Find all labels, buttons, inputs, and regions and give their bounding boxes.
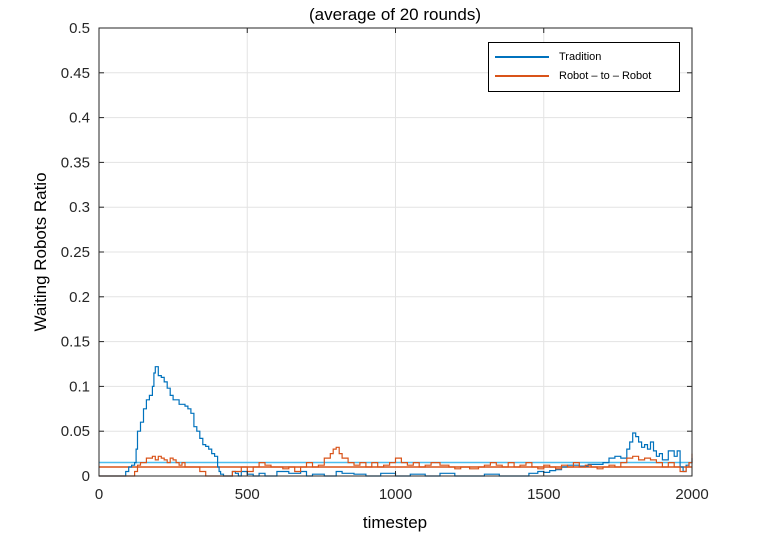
y-axis-label: Waiting Robots Ratio bbox=[31, 172, 50, 331]
legend-label-robot-to-robot: Robot – to – Robot bbox=[559, 70, 652, 82]
x-tick-label: 0 bbox=[95, 486, 103, 503]
y-tick-label: 0.2 bbox=[69, 289, 90, 306]
y-tick-label: 0.1 bbox=[69, 378, 90, 395]
y-tick-label: 0 bbox=[82, 468, 90, 485]
y-tick-label: 0.5 bbox=[69, 20, 90, 37]
y-tick-label: 0.45 bbox=[61, 65, 90, 82]
x-tick-label: 1500 bbox=[527, 486, 560, 503]
y-tick-label: 0.15 bbox=[61, 334, 90, 351]
chart-title: (average of 20 rounds) bbox=[309, 5, 481, 24]
legend-line-robot-to-robot bbox=[495, 75, 549, 77]
legend-label-tradition: Tradition bbox=[559, 51, 602, 63]
y-tick-label: 0.35 bbox=[61, 154, 90, 171]
x-tick-label: 2000 bbox=[675, 486, 708, 503]
axis-ticks: 0 0.05 0.1 0.15 0.2 0.25 0.3 0.35 0.4 0.45 0.5 0 500… bbox=[61, 20, 709, 503]
series-line-robot-to-robot bbox=[99, 446, 693, 477]
x-tick-label: 1000 bbox=[379, 486, 412, 503]
y-tick-label: 0.4 bbox=[69, 110, 90, 127]
legend: Tradition Robot – to – Robot bbox=[488, 42, 680, 92]
y-tick-label: 0.05 bbox=[61, 423, 90, 440]
legend-item-robot-to-robot: Robot – to – Robot bbox=[495, 68, 651, 84]
x-tick-label: 500 bbox=[235, 486, 260, 503]
x-axis-label: timestep bbox=[363, 513, 427, 532]
y-tick-label: 0.3 bbox=[69, 199, 90, 216]
y-tick-label: 0.25 bbox=[61, 244, 90, 261]
legend-line-tradition bbox=[495, 56, 549, 58]
legend-item-tradition: Tradition bbox=[495, 49, 601, 65]
